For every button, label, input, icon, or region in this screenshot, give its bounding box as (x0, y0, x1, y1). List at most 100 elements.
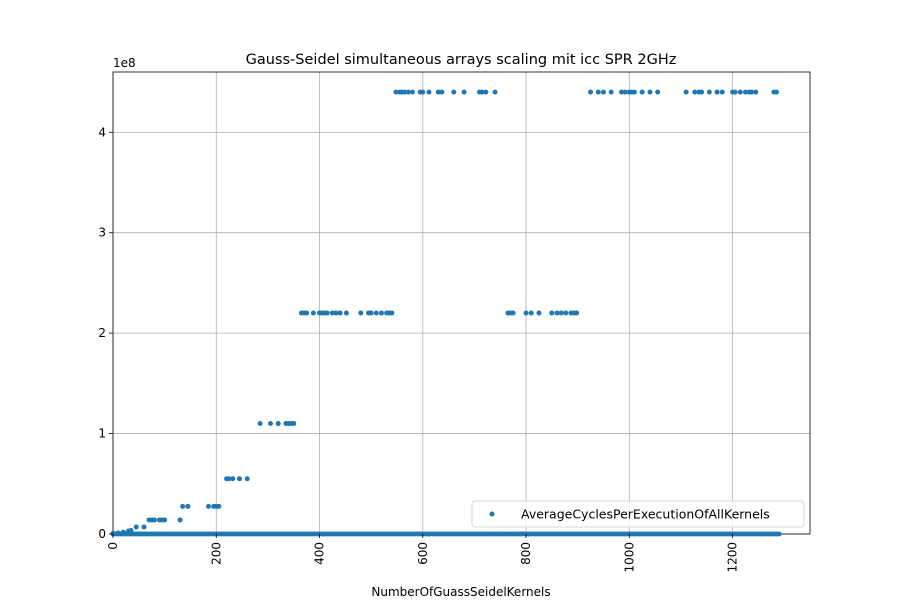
data-point (776, 531, 782, 537)
data-point (120, 529, 126, 535)
legend-label: AverageCyclesPerExecutionOfAllKernels (521, 507, 770, 522)
y-tick-label: 3 (98, 226, 106, 240)
data-point (402, 89, 408, 95)
data-point (732, 89, 738, 95)
data-point (706, 89, 712, 95)
data-point (600, 89, 606, 95)
chart-title: Gauss-Seidel simultaneous arrays scaling… (246, 52, 677, 68)
y-tick-label: 0 (98, 527, 106, 541)
data-point (337, 310, 343, 316)
data-point (719, 89, 725, 95)
data-point (368, 310, 374, 316)
data-point (177, 517, 183, 523)
data-point (622, 89, 628, 95)
data-point (230, 476, 236, 482)
data-point (479, 89, 485, 95)
data-point (180, 503, 186, 509)
data-point (226, 476, 232, 482)
x-tick-label: 800 (519, 542, 533, 565)
y-axis-offset-label: 1e8 (113, 56, 136, 70)
data-point (244, 476, 250, 482)
data-point (655, 89, 661, 95)
data-point (510, 310, 516, 316)
data-point (692, 89, 698, 95)
legend-marker (489, 511, 495, 517)
data-point (275, 421, 281, 427)
x-tick-label: 1200 (726, 542, 740, 573)
data-point (389, 310, 395, 316)
data-point (451, 89, 457, 95)
y-tick-label: 1 (98, 427, 106, 441)
data-point (528, 310, 534, 316)
legend: AverageCyclesPerExecutionOfAllKernels (471, 500, 805, 528)
data-point (310, 310, 316, 316)
data-point (536, 310, 542, 316)
data-point (115, 530, 121, 536)
data-points (110, 89, 782, 537)
data-point (206, 503, 212, 509)
x-tick-label: 200 (209, 542, 223, 565)
data-point (216, 503, 222, 509)
data-point (558, 310, 564, 316)
data-point (393, 89, 399, 95)
data-point (461, 89, 467, 95)
data-point (329, 310, 335, 316)
data-point (742, 89, 748, 95)
data-point (236, 476, 242, 482)
data-point (378, 310, 384, 316)
data-point (333, 310, 339, 316)
data-point (639, 89, 645, 95)
data-point (574, 310, 580, 316)
data-point (343, 310, 349, 316)
data-point (267, 421, 273, 427)
data-point (420, 89, 426, 95)
x-axis-label: NumberOfGuassSeidelKernels (371, 585, 550, 599)
data-point (549, 310, 555, 316)
data-point (619, 89, 625, 95)
data-point (714, 89, 720, 95)
data-point (523, 310, 529, 316)
data-point (133, 524, 139, 530)
data-point (304, 310, 310, 316)
legend-box (471, 500, 805, 528)
data-point (699, 89, 705, 95)
data-point (324, 310, 330, 316)
data-point (128, 527, 134, 533)
x-tick-label: 1000 (622, 542, 636, 573)
data-point (647, 89, 653, 95)
data-point (492, 89, 498, 95)
data-point (185, 503, 191, 509)
data-point (554, 310, 560, 316)
data-point (631, 89, 637, 95)
data-point (595, 89, 601, 95)
x-tick-label: 0 (106, 542, 120, 550)
data-point (291, 421, 297, 427)
data-point (162, 517, 168, 523)
data-point (737, 89, 743, 95)
y-axis-ticks: 0 1 2 3 4 (98, 125, 113, 541)
data-point (409, 89, 415, 95)
plot-frame (112, 71, 811, 535)
data-point (257, 421, 263, 427)
data-point (483, 89, 489, 95)
data-point (749, 89, 755, 95)
data-point (426, 89, 432, 95)
x-tick-label: 400 (313, 542, 327, 565)
data-point (588, 89, 594, 95)
data-point (439, 89, 445, 95)
data-point (373, 310, 379, 316)
data-point (435, 89, 441, 95)
grid-lines (112, 72, 810, 535)
x-axis-ticks: 0 200 400 600 800 1000 1200 (106, 534, 740, 573)
data-point (608, 89, 614, 95)
data-point (753, 89, 759, 95)
data-point (683, 89, 689, 95)
data-point (405, 89, 411, 95)
y-tick-label: 4 (98, 125, 106, 139)
x-tick-label: 600 (416, 542, 430, 565)
data-point (110, 530, 116, 536)
data-point (141, 524, 147, 530)
data-point (151, 517, 157, 523)
y-tick-label: 2 (98, 326, 106, 340)
